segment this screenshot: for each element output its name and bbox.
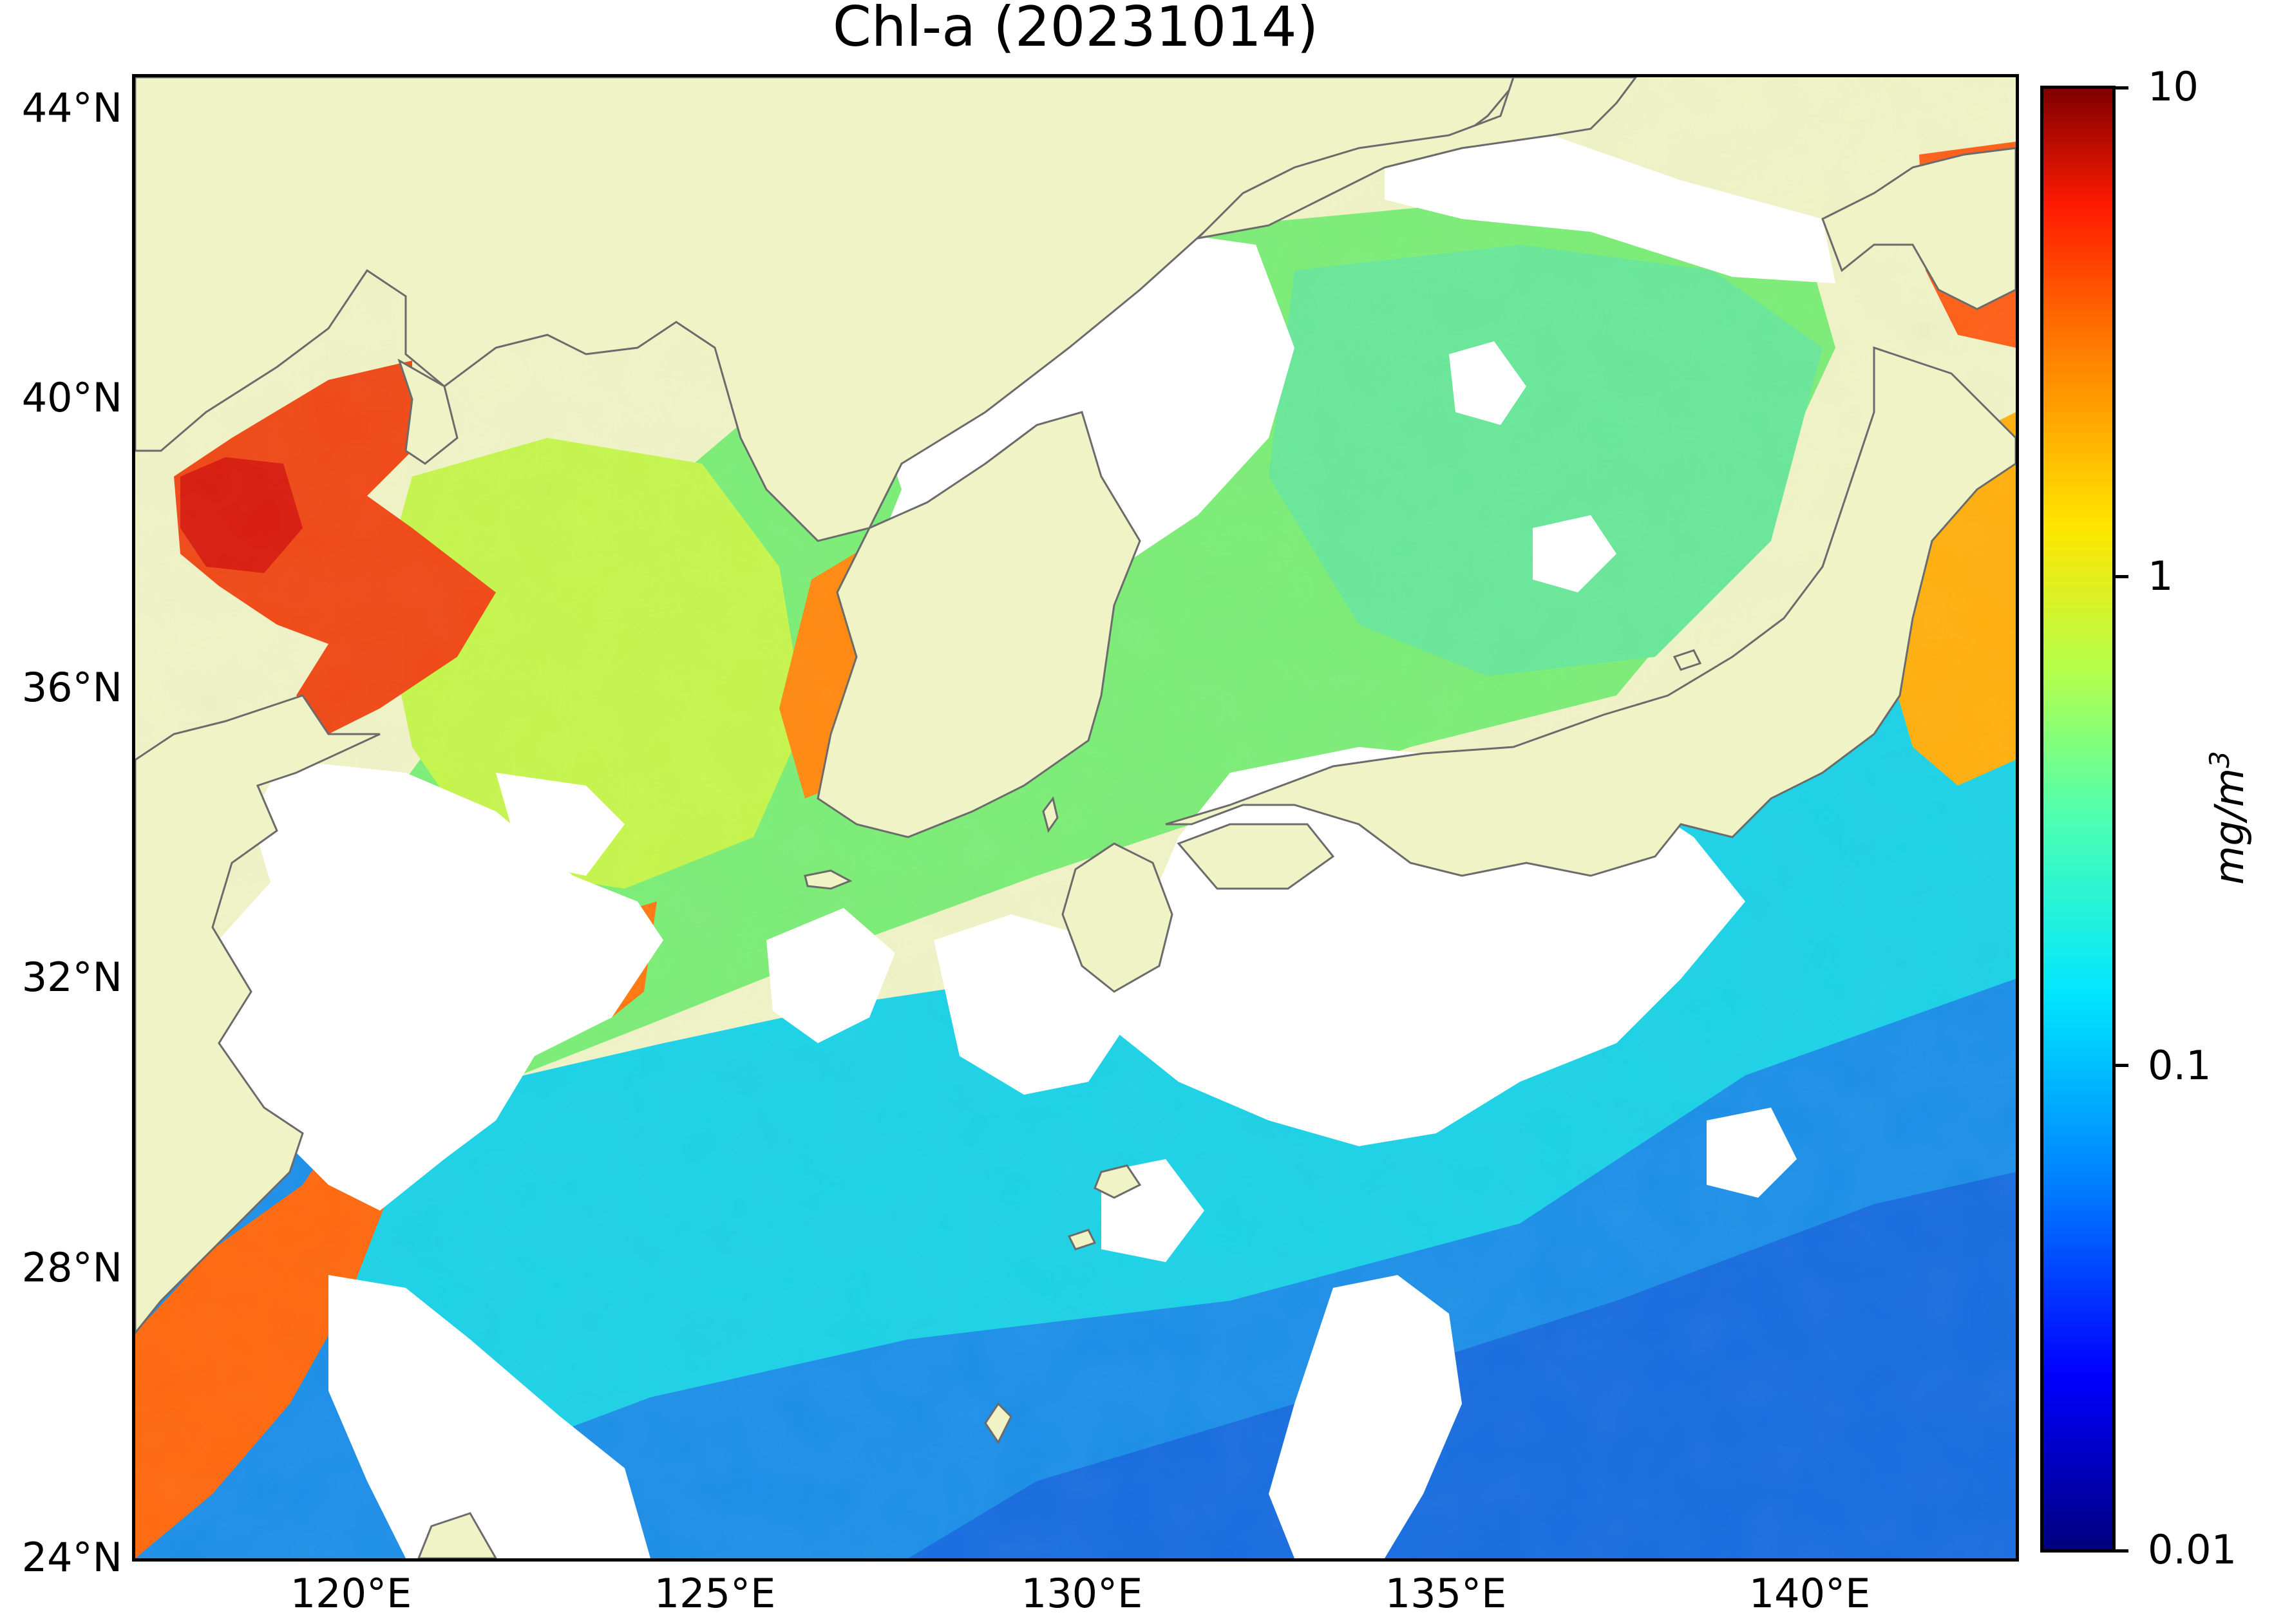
lon-label-125e: 125°E (654, 1570, 776, 1617)
lat-label-40n: 40°N (21, 374, 122, 421)
figure-title: Chl-a (20231014) (832, 0, 1319, 59)
colorbar-label-0-1: 0.1 (2148, 1042, 2212, 1089)
lon-label-140e: 140°E (1748, 1570, 1871, 1617)
map-canvas (135, 77, 2016, 1558)
lat-label-36n: 36°N (21, 664, 122, 711)
colorbar-label-0-01: 0.01 (2148, 1526, 2237, 1573)
land-jeju (804, 869, 853, 890)
land-sado (1672, 649, 1702, 671)
colorbar-tick-0-01 (2116, 1549, 2128, 1553)
colorbar-unit-text: mg/m (2205, 768, 2253, 885)
colorbar (2040, 86, 2116, 1553)
land-yakushima (1094, 1164, 1142, 1199)
land-amami (1067, 1229, 1097, 1251)
land-okinawa (984, 1402, 1012, 1444)
land-shikoku (1177, 823, 1335, 890)
land-korea (817, 411, 1141, 838)
lat-label-28n: 28°N (21, 1244, 122, 1291)
land-tsushima (1042, 796, 1059, 833)
colorbar-tick-0-1 (2116, 1064, 2128, 1067)
colorbar-unit-exponent: 3 (2204, 751, 2236, 768)
lat-label-32n: 32°N (21, 954, 122, 1001)
lat-label-44n: 44°N (21, 84, 122, 131)
lon-label-120e: 120°E (290, 1570, 412, 1617)
land-shandong-jiangsu (135, 694, 381, 1335)
land-siberia-coast (1195, 77, 1637, 240)
colorbar-unit-label: mg/m3 (2204, 751, 2253, 885)
lat-label-24n: 24°N (21, 1534, 122, 1581)
colorbar-tick-1 (2116, 575, 2128, 578)
land-kyushu (1061, 842, 1173, 993)
land-honshu (1165, 346, 2016, 877)
colorbar-label-10: 10 (2148, 63, 2199, 110)
lon-label-135e: 135°E (1385, 1570, 1507, 1617)
colorbar-label-1: 1 (2148, 552, 2174, 600)
land-taiwan (417, 1512, 497, 1558)
colorbar-tick-10 (2116, 86, 2128, 90)
landmasses (135, 77, 2016, 1558)
lon-label-130e: 130°E (1021, 1570, 1143, 1617)
land-hokkaido (1821, 147, 2016, 310)
map-panel (132, 74, 2019, 1562)
land-liaodong-peninsula (397, 358, 459, 465)
